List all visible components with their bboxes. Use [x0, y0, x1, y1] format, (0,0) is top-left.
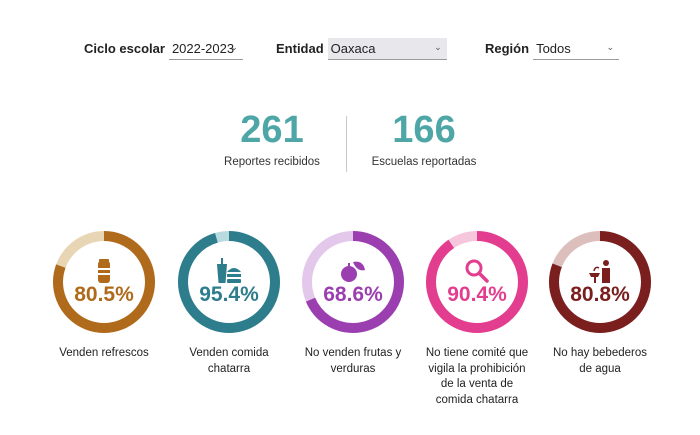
caption-line: Venden comida — [189, 347, 269, 359]
caption-line: Venden refrescos — [59, 347, 149, 359]
donut-value-arc — [178, 231, 280, 333]
caption-line: de agua — [579, 362, 621, 375]
ciclo-filter: Ciclo escolar 2022-2023 ⌄ — [84, 36, 243, 60]
escuelas-stat: 166 Escuelas reportadas — [354, 108, 494, 168]
chevron-down-icon: ⌄ — [230, 42, 238, 52]
burger-drink-icon — [215, 258, 243, 284]
escuelas-label: Escuelas reportadas — [371, 156, 477, 168]
stats-divider — [346, 116, 347, 172]
donut-ring — [302, 231, 404, 333]
donut-percentage: 90.4% — [447, 283, 507, 306]
donut-ring — [178, 231, 280, 333]
indicator-donut: 80.5% — [50, 228, 158, 336]
summary-stats: 261 Reportes recibidos 166 Escuelas repo… — [0, 108, 700, 178]
donut-ring — [549, 231, 651, 333]
indicator-donut: 80.8% — [546, 228, 654, 336]
filter-bar: Ciclo escolar 2022-2023 ⌄ Entidad Oaxaca… — [0, 36, 700, 62]
magnifier-icon — [463, 258, 491, 284]
donut-percentage: 80.5% — [74, 283, 134, 306]
entidad-label: Entidad — [276, 41, 324, 56]
caption-line: verduras — [330, 362, 376, 375]
donut-percentage: 95.4% — [199, 283, 259, 306]
region-select[interactable]: Todos ⌄ — [533, 38, 620, 60]
reportes-value: 261 — [240, 109, 304, 151]
chevron-down-icon: ⌄ — [434, 42, 442, 52]
reportes-label: Reportes recibidos — [224, 156, 320, 168]
caption-line: vigila la prohibición — [428, 362, 526, 375]
donut-value-arc — [549, 231, 651, 333]
region-label: Región — [485, 41, 530, 56]
reportes-stat: 261 Reportes recibidos — [202, 108, 342, 168]
indicator-caption: No hay bebederos de agua — [535, 346, 665, 377]
entidad-value: Oaxaca — [330, 41, 376, 56]
indicator-donut: 95.4% — [175, 228, 283, 336]
water-fountain-icon — [586, 258, 614, 284]
donut-value-arc — [426, 231, 528, 333]
indicator-donut: 68.6% — [299, 228, 407, 336]
donut-percentage: 68.6% — [323, 283, 383, 306]
caption-line: No tiene comité que — [425, 347, 529, 359]
entidad-select[interactable]: Oaxaca ⌄ — [327, 38, 447, 60]
region-filter: Región Todos ⌄ — [485, 36, 620, 60]
donut-percentage: 80.8% — [570, 283, 630, 306]
donut-ring — [426, 231, 528, 333]
indicator-caption: Venden comida chatarra — [164, 346, 294, 377]
region-value: Todos — [536, 41, 571, 56]
fruits-icon — [339, 258, 367, 284]
caption-line: comida chatarra — [435, 393, 519, 406]
soda-can-icon — [90, 258, 118, 284]
caption-line: de la venta de — [440, 378, 514, 390]
indicator-caption: Venden refrescos — [39, 346, 169, 362]
caption-line: No venden frutas y — [304, 347, 402, 359]
donut-value-arc — [302, 231, 404, 333]
ciclo-value: 2022-2023 — [171, 41, 235, 56]
escuelas-value: 166 — [392, 109, 456, 151]
indicator-donut: 90.4% — [423, 228, 531, 336]
indicator-caption: No venden frutas y verduras — [288, 346, 418, 377]
caption-line: chatarra — [207, 362, 251, 375]
donut-ring — [53, 231, 155, 333]
caption-line: No hay bebederos — [553, 347, 647, 359]
ciclo-label: Ciclo escolar — [84, 41, 165, 56]
donut-value-arc — [53, 231, 155, 333]
entidad-filter: Entidad Oaxaca ⌄ — [276, 36, 447, 60]
indicator-caption: No tiene comité que vigila la prohibición… — [412, 346, 542, 408]
ciclo-select[interactable]: 2022-2023 ⌄ — [168, 38, 243, 60]
chevron-down-icon: ⌄ — [606, 42, 615, 52]
